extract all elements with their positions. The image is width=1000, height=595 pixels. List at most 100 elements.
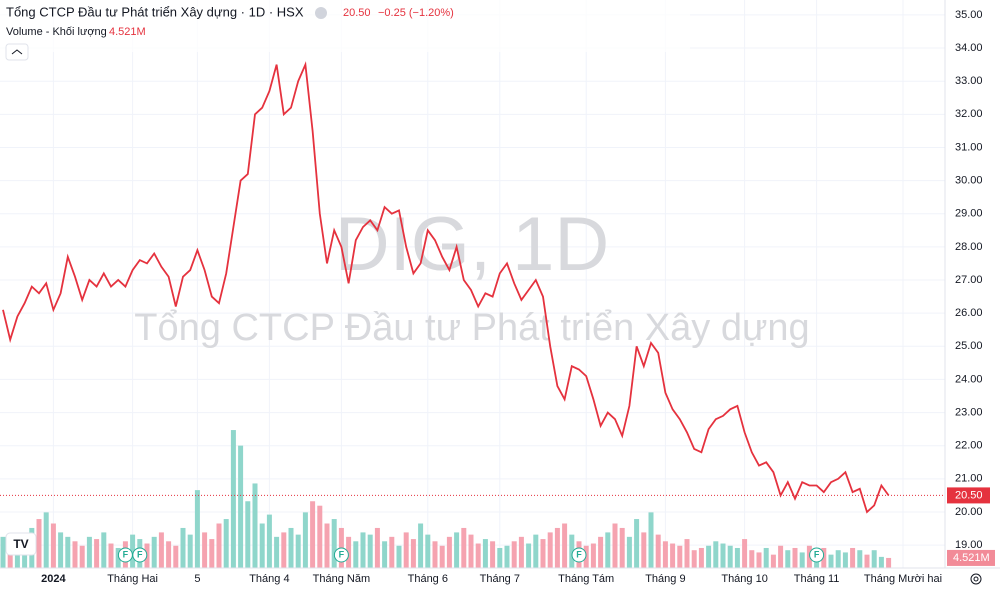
volume-bar bbox=[382, 541, 388, 568]
y-tick-label: 35.00 bbox=[955, 9, 983, 21]
volume-bar bbox=[281, 532, 287, 568]
volume-bar bbox=[166, 541, 172, 568]
volume-bar bbox=[871, 550, 877, 568]
volume-bar bbox=[389, 536, 395, 568]
x-tick-label: Tháng 6 bbox=[408, 573, 448, 585]
volume-bar bbox=[742, 539, 748, 568]
volume-bar bbox=[706, 545, 712, 568]
watermark-symbol: DIG, 1D bbox=[335, 202, 610, 287]
x-tick-label: Tháng Năm bbox=[313, 573, 370, 585]
volume-bar bbox=[43, 512, 49, 568]
svg-text:TV: TV bbox=[13, 537, 28, 551]
y-tick-label: 29.00 bbox=[955, 208, 983, 220]
volume-bar bbox=[770, 554, 776, 568]
volume-bar bbox=[490, 541, 496, 568]
volume-bar bbox=[302, 512, 308, 568]
y-tick-label: 23.00 bbox=[955, 406, 983, 418]
x-tick-label: Tháng 10 bbox=[721, 573, 767, 585]
volume-bar bbox=[180, 527, 186, 568]
volume-bar bbox=[648, 512, 654, 568]
y-tick-label: 22.00 bbox=[955, 440, 983, 452]
volume-bar bbox=[468, 534, 474, 568]
volume-bar bbox=[482, 539, 488, 568]
x-tick-label: Tháng 9 bbox=[645, 573, 685, 585]
volume-bar bbox=[554, 527, 560, 568]
x-tick-label: Tháng Mười hai bbox=[864, 573, 942, 585]
event-marker bbox=[809, 547, 825, 563]
volume-bar bbox=[238, 445, 244, 568]
volume-bar bbox=[346, 536, 352, 568]
volume-bar bbox=[418, 523, 424, 568]
change: −0.25 (−1.20%) bbox=[378, 7, 454, 19]
volume-bar bbox=[511, 541, 517, 568]
y-tick-label: 21.00 bbox=[955, 473, 983, 485]
event-label: F bbox=[814, 549, 820, 559]
y-tick-label: 34.00 bbox=[955, 42, 983, 54]
volume-bar bbox=[209, 539, 215, 568]
volume-bar bbox=[259, 523, 265, 568]
x-tick-label: 2024 bbox=[41, 573, 66, 585]
volume-bar bbox=[274, 536, 280, 568]
collapse-button[interactable] bbox=[5, 43, 29, 61]
x-tick-label: Tháng 4 bbox=[249, 573, 289, 585]
volume-bar bbox=[446, 536, 452, 568]
volume-bar bbox=[677, 545, 683, 568]
volume-bar bbox=[842, 552, 848, 568]
volume-bar bbox=[202, 532, 208, 568]
volume-bar bbox=[396, 545, 402, 568]
volume-bar bbox=[475, 543, 481, 568]
volume-bar bbox=[65, 536, 71, 568]
last-price-label: 20.50 bbox=[955, 489, 983, 501]
volume-bar bbox=[655, 534, 661, 568]
volume-bar bbox=[331, 519, 337, 568]
y-tick-label: 30.00 bbox=[955, 175, 983, 187]
volume-bar bbox=[590, 543, 596, 568]
plot bbox=[2, 61, 890, 514]
event-label: F bbox=[137, 549, 143, 559]
volume-bar bbox=[857, 550, 863, 568]
volume-bar bbox=[324, 523, 330, 568]
volume-bar bbox=[756, 552, 762, 568]
chevron bbox=[11, 49, 23, 55]
event-marker bbox=[571, 547, 587, 563]
title: Tổng CTCP Đầu tư Phát triển Xây dựng · 1… bbox=[6, 4, 304, 19]
volume-bar bbox=[58, 532, 64, 568]
volume-bar bbox=[410, 539, 416, 568]
y-tick-label: 25.00 bbox=[955, 340, 983, 352]
volume-bar bbox=[425, 534, 431, 568]
x-tick-label: Tháng Hai bbox=[107, 573, 158, 585]
volume-bar bbox=[727, 545, 733, 568]
volume-bar bbox=[547, 532, 553, 568]
last-volume-tag bbox=[947, 549, 995, 566]
volume-bar bbox=[886, 557, 892, 568]
settings-icon[interactable] bbox=[970, 573, 982, 585]
y-tick-label: 24.00 bbox=[955, 373, 983, 385]
volume-bar bbox=[684, 539, 690, 568]
volume-bar bbox=[194, 490, 200, 568]
volume-bar bbox=[0, 536, 6, 568]
y-tick-label: 27.00 bbox=[955, 274, 983, 286]
volume-bar bbox=[619, 527, 625, 568]
volume-bar bbox=[518, 536, 524, 568]
volume-bar bbox=[108, 543, 114, 568]
volume-bar bbox=[22, 545, 28, 568]
volume-bar bbox=[670, 543, 676, 568]
volume-bar bbox=[612, 523, 618, 568]
price: 20.50 bbox=[343, 7, 371, 19]
volume-bar bbox=[850, 547, 856, 568]
x-tick-label: Tháng 11 bbox=[794, 573, 840, 585]
y-tick-label: 31.00 bbox=[955, 141, 983, 153]
volume-bar bbox=[230, 430, 236, 568]
volume-bar bbox=[799, 552, 805, 568]
icon[interactable] bbox=[315, 7, 327, 19]
grid bbox=[0, 0, 945, 568]
volume-bar bbox=[569, 534, 575, 568]
volume-bar bbox=[252, 483, 258, 568]
event-marker bbox=[333, 547, 349, 563]
volume-bar bbox=[778, 545, 784, 568]
volume-bar bbox=[50, 523, 56, 568]
volume-value: 4.521M bbox=[109, 26, 146, 38]
volume-bar bbox=[266, 514, 272, 568]
